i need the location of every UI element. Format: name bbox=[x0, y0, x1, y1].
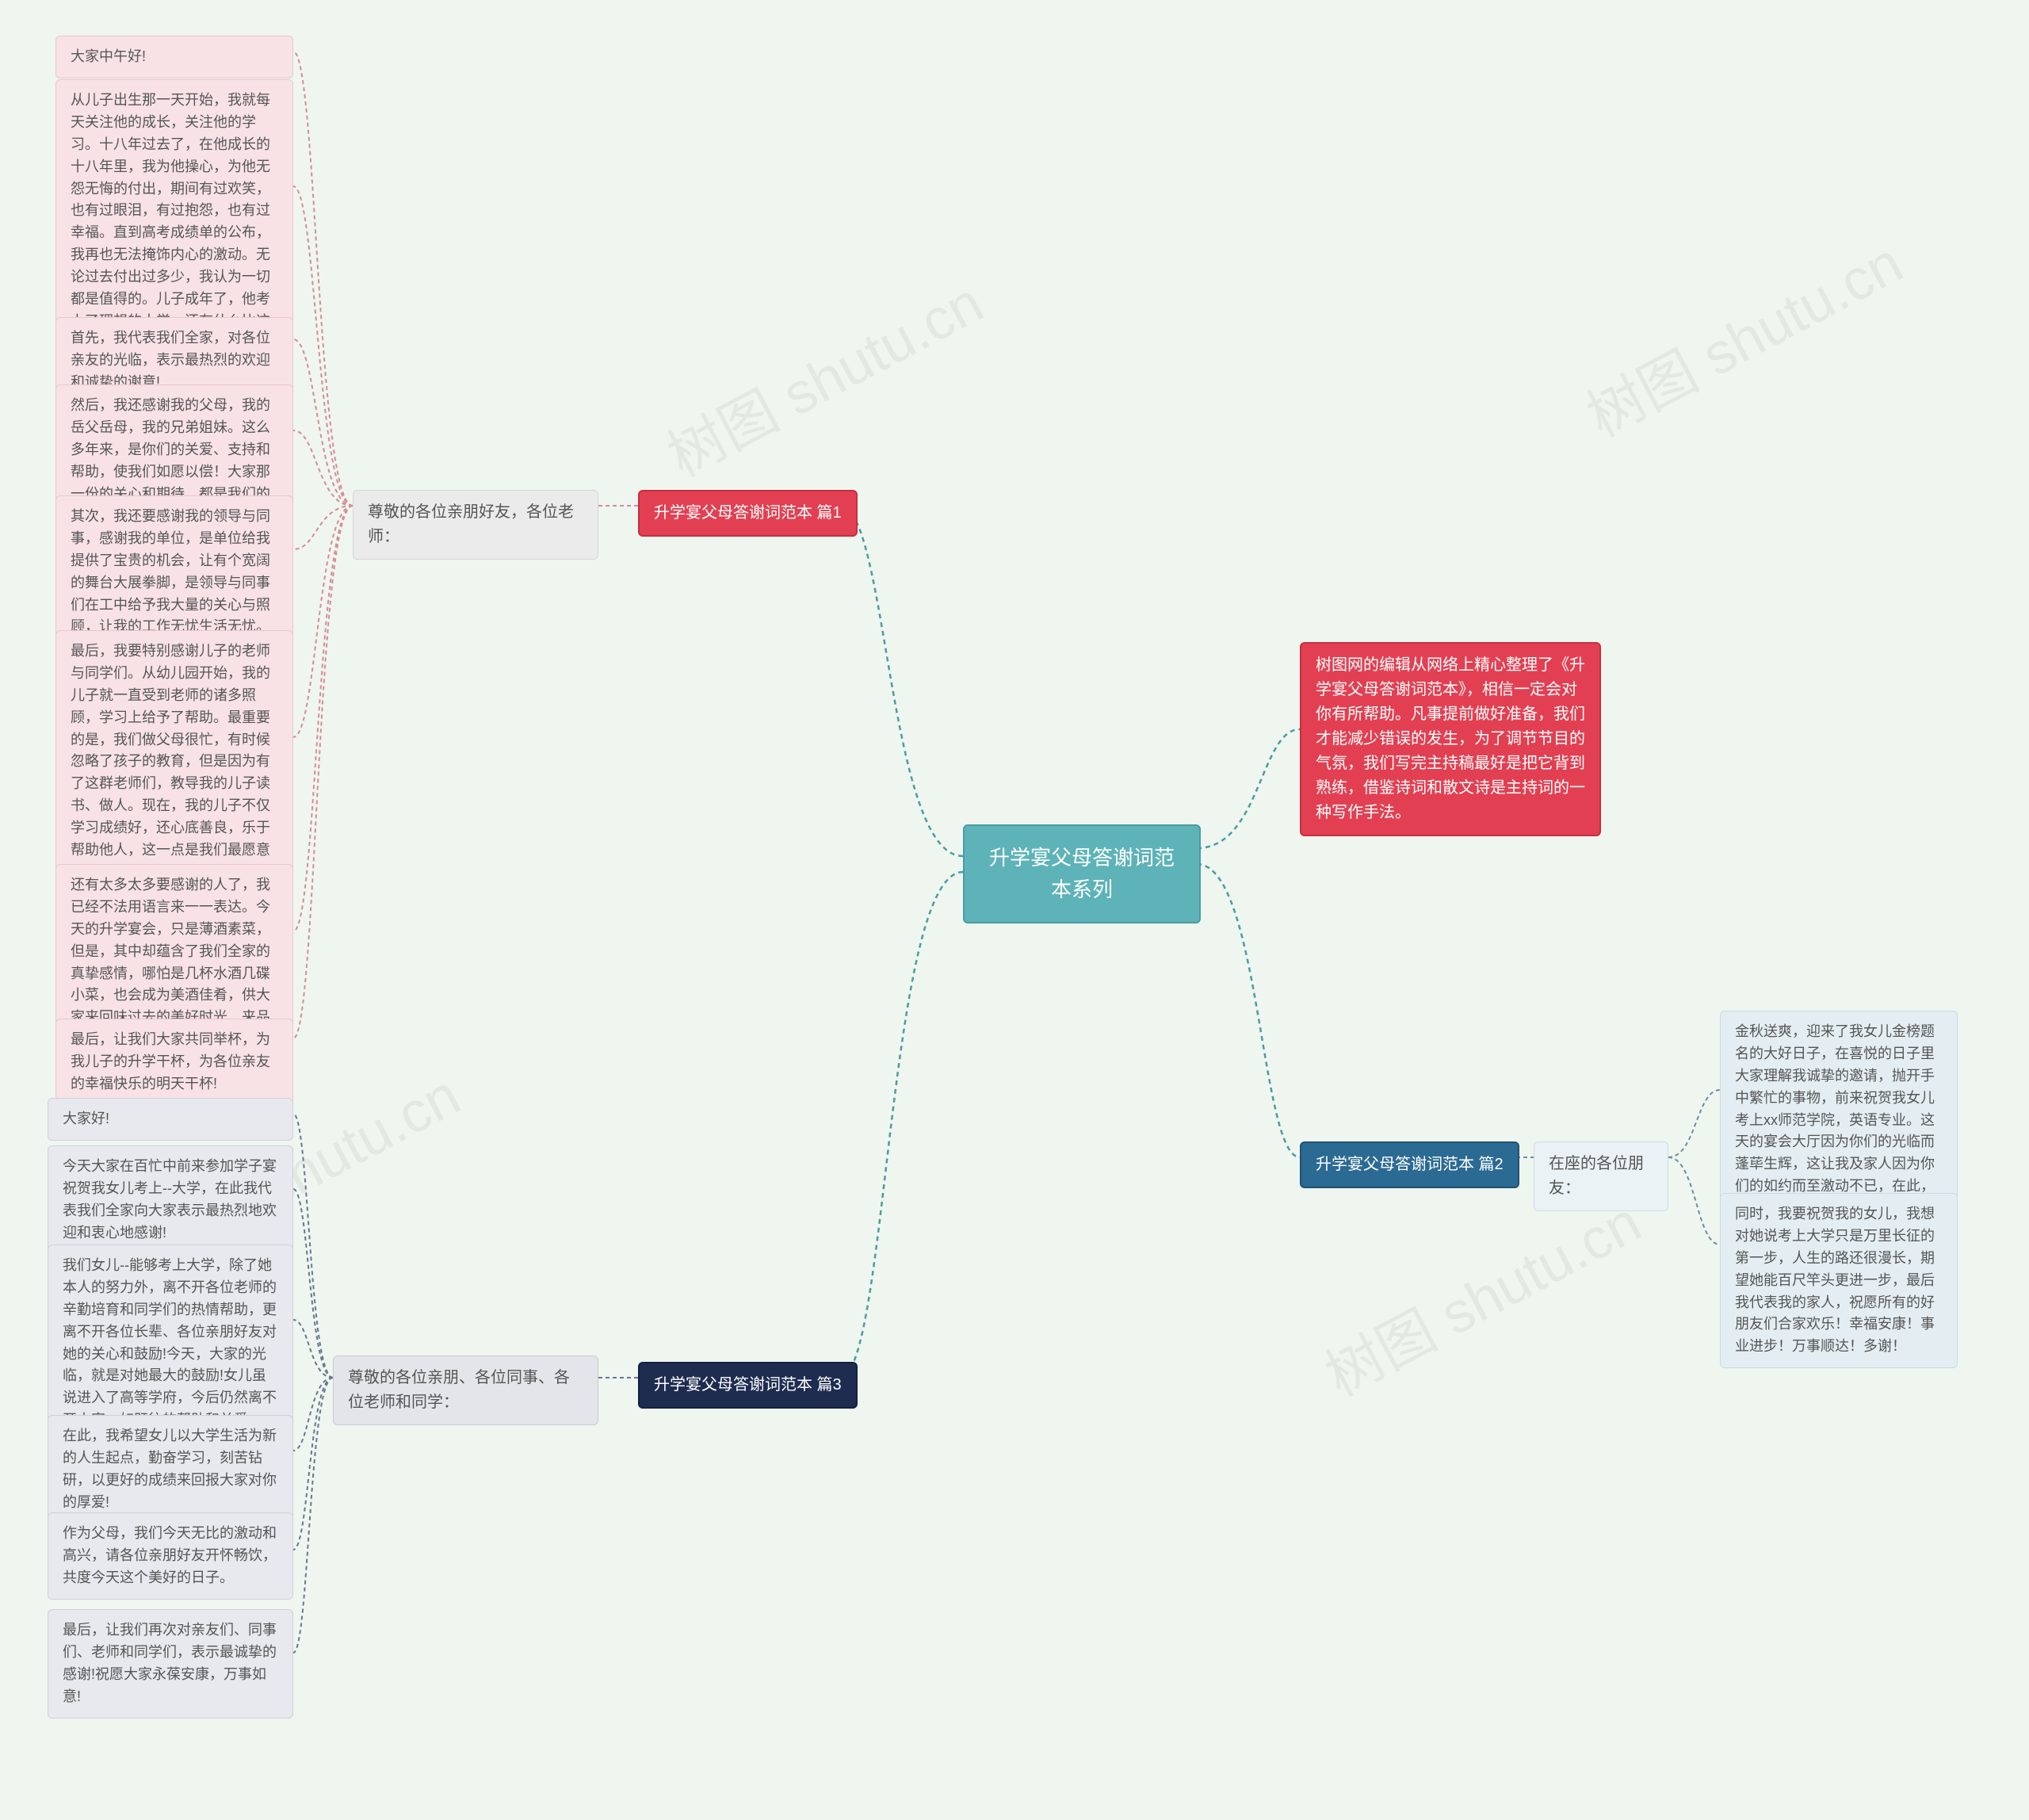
branch2-leaf-1[interactable]: 同时，我要祝贺我的女儿，我想对她说考上大学只是万里长征的第一步，人生的路还很漫长… bbox=[1720, 1193, 1958, 1368]
branch3-leaf-1[interactable]: 今天大家在百忙中前来参加学子宴祝贺我女儿考上--大学，在此我代表我们全家向大家表… bbox=[48, 1145, 293, 1255]
mindmap-canvas: 树图 shutu.cn 树图 shutu.cn 树图 shutu.cn 树图 s… bbox=[0, 0, 2029, 1820]
branch3-sub[interactable]: 尊敬的各位亲朋、各位同事、各位老师和同学： bbox=[333, 1355, 598, 1425]
branch3-leaf-0[interactable]: 大家好! bbox=[48, 1098, 293, 1141]
branch1-title[interactable]: 升学宴父母答谢词范本 篇1 bbox=[638, 490, 858, 537]
branch2-title[interactable]: 升学宴父母答谢词范本 篇2 bbox=[1300, 1141, 1519, 1188]
watermark: 树图 shutu.cn bbox=[1570, 217, 1914, 453]
branch3-leaf-4[interactable]: 作为父母，我们今天无比的激动和高兴，请各位亲朋好友开怀畅饮，共度今天这个美好的日… bbox=[48, 1512, 293, 1600]
branch3-leaf-3[interactable]: 在此，我希望女儿以大学生活为新的人生起点，勤奋学习，刻苦钻研，以更好的成绩来回报… bbox=[48, 1415, 293, 1524]
branch3-leaf-5[interactable]: 最后，让我们再次对亲友们、同事们、老师和同学们，表示最诚挚的感谢!祝愿大家永葆安… bbox=[48, 1609, 293, 1719]
branch2-sub[interactable]: 在座的各位朋友： bbox=[1534, 1141, 1668, 1211]
watermark: 树图 shutu.cn bbox=[651, 257, 995, 492]
intro-node[interactable]: 树图网的编辑从网络上精心整理了《升学宴父母答谢词范本》，相信一定会对你有所帮助。… bbox=[1300, 642, 1601, 836]
branch1-sub[interactable]: 尊敬的各位亲朋好友，各位老师： bbox=[353, 490, 598, 560]
branch3-title[interactable]: 升学宴父母答谢词范本 篇3 bbox=[638, 1362, 858, 1409]
branch1-leaf-7[interactable]: 最后，让我们大家共同举杯，为我儿子的升学干杯，为各位亲友的幸福快乐的明天干杯! bbox=[55, 1019, 293, 1106]
root-node[interactable]: 升学宴父母答谢词范本系列 bbox=[963, 824, 1201, 923]
branch3-leaf-2[interactable]: 我们女儿--能够考上大学，除了她本人的努力外，离不开各位老师的辛勤培育和同学们的… bbox=[48, 1245, 293, 1442]
branch1-leaf-0[interactable]: 大家中午好! bbox=[55, 36, 293, 78]
watermark: 树图 shutu.cn bbox=[1309, 1176, 1653, 1412]
